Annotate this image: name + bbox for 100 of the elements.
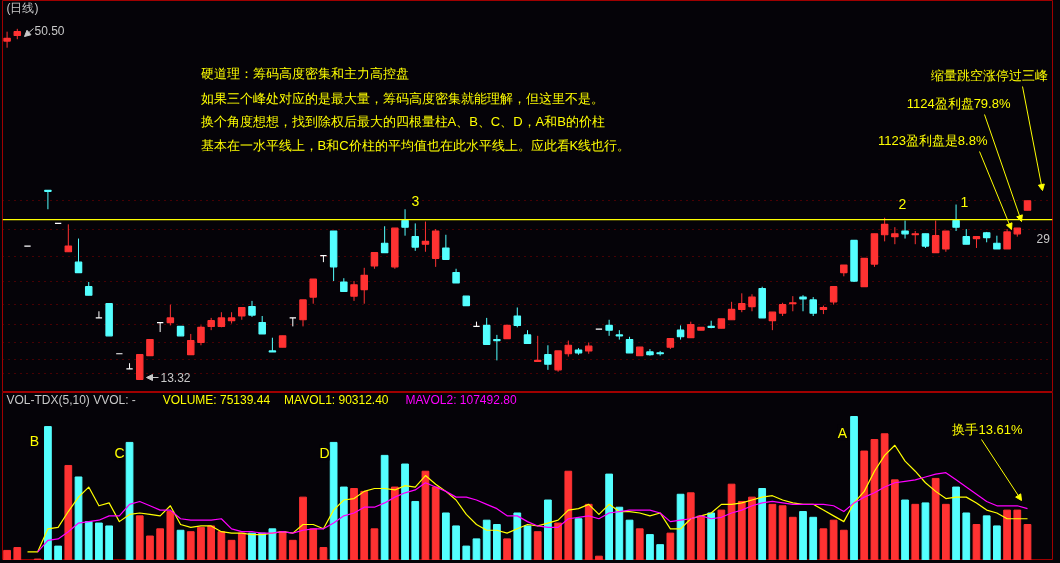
bar xyxy=(186,531,195,560)
candlestick xyxy=(309,278,317,305)
annotation: 缩量跳空涨停过三峰 xyxy=(930,68,1048,83)
bar xyxy=(758,488,767,560)
candlestick xyxy=(442,234,450,260)
bar xyxy=(646,534,654,560)
bar xyxy=(931,477,940,560)
annotation: 1123盈利盘是8.8% xyxy=(877,133,988,148)
candlestick xyxy=(931,220,940,254)
bar xyxy=(135,515,144,560)
bar xyxy=(819,528,828,560)
chart-title: (日线) xyxy=(6,0,39,15)
bar xyxy=(727,483,736,560)
bar xyxy=(176,529,185,560)
bar xyxy=(564,470,573,560)
bar xyxy=(595,555,603,560)
bar xyxy=(707,512,716,560)
annotation: A xyxy=(837,424,848,441)
bar xyxy=(146,535,154,560)
bar xyxy=(258,532,267,560)
bar xyxy=(686,492,695,560)
bar xyxy=(442,512,450,560)
bar xyxy=(666,532,675,560)
bar xyxy=(901,499,909,560)
bar xyxy=(1013,509,1022,560)
bar xyxy=(1003,509,1011,560)
bar xyxy=(962,512,971,560)
bar xyxy=(84,521,93,560)
bar xyxy=(911,503,920,560)
bar xyxy=(268,528,277,560)
text: VOLUME: 75139.44 xyxy=(162,392,271,407)
bar xyxy=(880,433,889,560)
bar xyxy=(799,511,807,560)
bar xyxy=(421,470,430,560)
bar xyxy=(431,486,440,560)
bar xyxy=(156,528,165,560)
candlestick xyxy=(901,220,909,240)
bar xyxy=(227,539,236,560)
bar xyxy=(850,416,858,560)
candlestick xyxy=(166,304,175,326)
bar xyxy=(605,473,613,560)
bar xyxy=(503,538,511,560)
bar xyxy=(452,525,460,560)
bar xyxy=(717,509,726,560)
annotation: 13.32 xyxy=(160,371,191,385)
bar xyxy=(411,500,420,560)
annotation: D xyxy=(319,444,330,461)
candlestick xyxy=(513,306,522,328)
bar xyxy=(319,547,328,560)
bar xyxy=(248,532,256,560)
bar xyxy=(829,519,838,560)
bar xyxy=(972,524,981,560)
candlestick xyxy=(942,230,950,253)
bar xyxy=(74,476,83,560)
bar xyxy=(533,531,542,560)
annotation: 50.50 xyxy=(34,24,65,38)
bar xyxy=(809,516,818,560)
candlestick xyxy=(544,344,552,371)
annotation: 1124盈利盘79.8% xyxy=(906,96,1011,111)
annotation: 1 xyxy=(960,193,969,210)
bar xyxy=(656,544,665,560)
candlestick xyxy=(44,189,52,210)
bar xyxy=(54,545,62,560)
candlestick xyxy=(3,31,11,49)
bar xyxy=(350,488,358,560)
bar xyxy=(288,539,297,560)
bar xyxy=(380,454,389,560)
candlestick xyxy=(350,280,358,302)
bar xyxy=(574,518,583,560)
bar xyxy=(982,515,991,560)
bar xyxy=(778,505,787,560)
bar xyxy=(625,519,634,560)
bar xyxy=(584,503,593,560)
candlestick xyxy=(187,333,195,356)
candlestick xyxy=(605,319,613,337)
candlestick xyxy=(809,296,817,317)
bar xyxy=(299,496,307,560)
candlestick xyxy=(64,223,73,253)
bar xyxy=(370,528,379,560)
bar xyxy=(635,528,644,560)
bar xyxy=(3,549,11,560)
bar xyxy=(748,496,756,560)
bar xyxy=(482,519,491,560)
bar xyxy=(13,547,22,560)
bar xyxy=(493,524,501,560)
bar xyxy=(339,486,348,560)
bar xyxy=(921,502,930,560)
candlestick xyxy=(360,267,368,305)
bar xyxy=(737,500,746,560)
bar xyxy=(44,426,52,560)
text: 29 xyxy=(1036,232,1051,246)
chart-title: VOL-TDX(5,10) VVOL: - xyxy=(6,392,136,407)
candlestick xyxy=(197,324,205,346)
bar xyxy=(860,450,869,560)
bar xyxy=(788,516,797,560)
candlestick xyxy=(1003,228,1011,250)
annotation: 换手13.61% xyxy=(952,422,1023,437)
annotation: C xyxy=(114,444,125,461)
bar xyxy=(401,463,409,560)
bar xyxy=(125,441,134,560)
